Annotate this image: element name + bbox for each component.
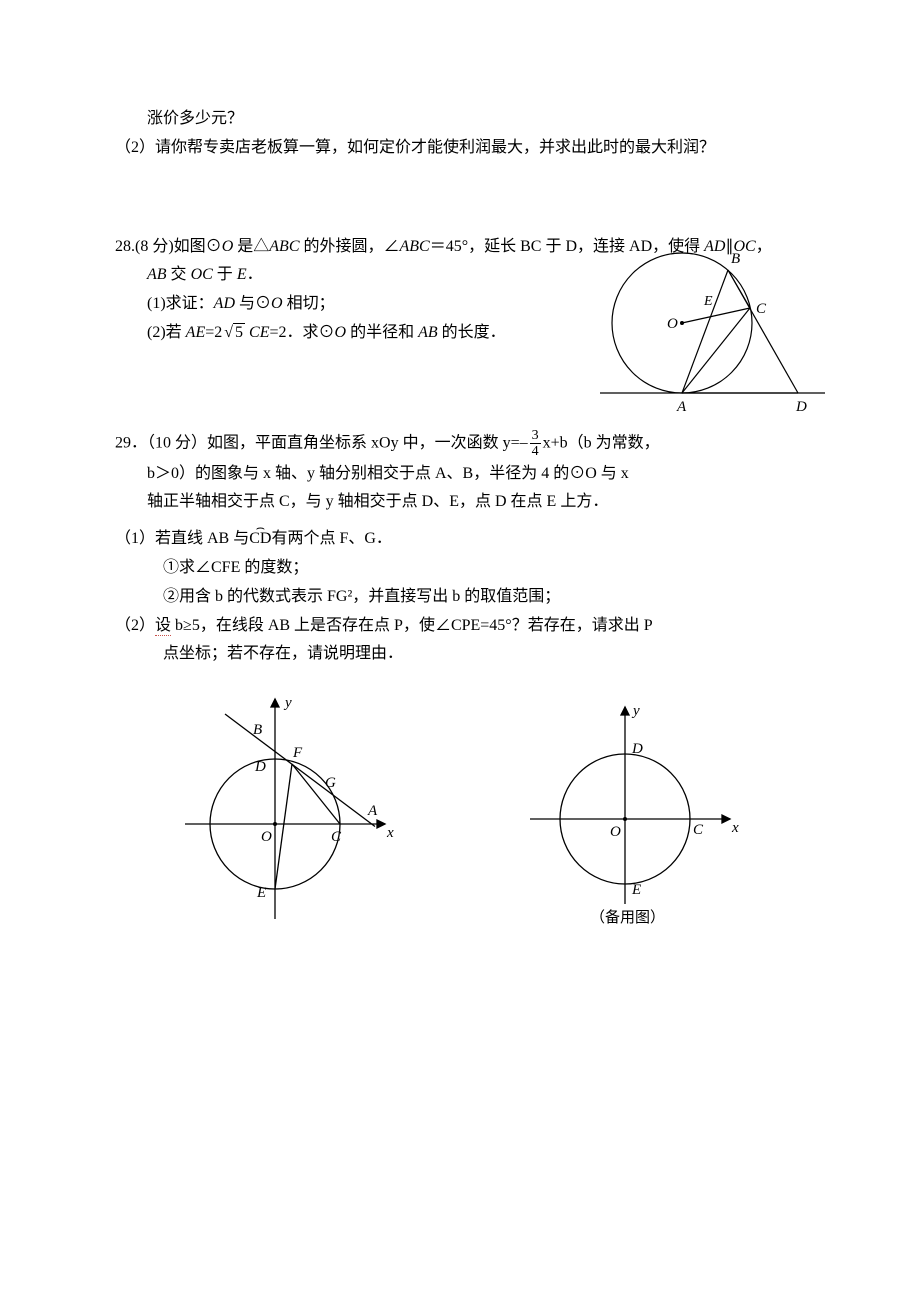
q29-stem-line3: 轴正半轴相交于点 C，与 y 轴相交于点 D、E，点 D 在点 E 上方．: [147, 488, 805, 517]
svg-text:C: C: [756, 301, 767, 317]
svg-text:C: C: [693, 822, 704, 838]
svg-text:B: B: [731, 251, 740, 267]
q29-part2-line2: 点坐标；若不存在，请说明理由．: [115, 640, 805, 669]
svg-text:D: D: [254, 759, 266, 775]
question-29: 29．（10 分）如图，平面直角坐标系 xOy 中，一次函数 y=–34x+b（…: [115, 428, 805, 929]
q29-stem-line1: 29．（10 分）如图，平面直角坐标系 xOy 中，一次函数 y=–34x+b（…: [115, 428, 805, 460]
svg-text:F: F: [292, 745, 303, 761]
svg-text:C: C: [331, 829, 342, 845]
q29-stem-line2: b＞0）的图象与 x 轴、y 轴分别相交于点 A、B，半径为 4 的⊙O 与 x: [147, 460, 805, 489]
svg-text:O: O: [610, 824, 621, 840]
svg-text:（备用图）: （备用图）: [590, 909, 665, 926]
svg-text:O: O: [261, 829, 272, 845]
q29-part1-2: ②用含 b 的代数式表示 FG²，并直接写出 b 的取值范围；: [115, 583, 805, 612]
q29-figure-1: O x y A B C D E F G: [175, 689, 400, 929]
svg-text:A: A: [676, 399, 687, 415]
svg-text:y: y: [631, 703, 640, 719]
svg-text:y: y: [283, 695, 292, 711]
svg-text:E: E: [256, 885, 266, 901]
q29-part2-line1: （2）设 b≥5，在线段 AB 上是否存在点 P，使∠CPE=45°？若存在，请…: [115, 612, 805, 641]
svg-text:E: E: [631, 882, 641, 898]
svg-text:O: O: [667, 316, 678, 332]
svg-text:D: D: [631, 741, 643, 757]
svg-text:A: A: [367, 803, 378, 819]
svg-text:B: B: [253, 722, 262, 738]
svg-text:x: x: [731, 820, 739, 836]
svg-text:D: D: [795, 399, 807, 415]
svg-text:E: E: [703, 294, 713, 309]
q29-part1-1: ①求∠CFE 的度数；: [115, 554, 805, 583]
q29-part1: （1）若直线 AB 与CD有两个点 F、G．: [115, 525, 805, 554]
svg-text:x: x: [386, 825, 394, 841]
continued-line-1: 涨价多少元？: [115, 105, 805, 134]
question-28: O A B C D E 28.(8 分)如图⊙O 是△ABC 的外接圆，∠ABC…: [115, 233, 805, 348]
svg-text:G: G: [325, 775, 336, 791]
continued-line-2: （2）请你帮专卖店老板算一算，如何定价才能使利润最大，并求出此时的最大利润？: [115, 134, 805, 163]
q29-figure-2: O x y C D E （备用图）: [520, 689, 745, 929]
q28-figure: O A B C D E: [600, 233, 825, 418]
